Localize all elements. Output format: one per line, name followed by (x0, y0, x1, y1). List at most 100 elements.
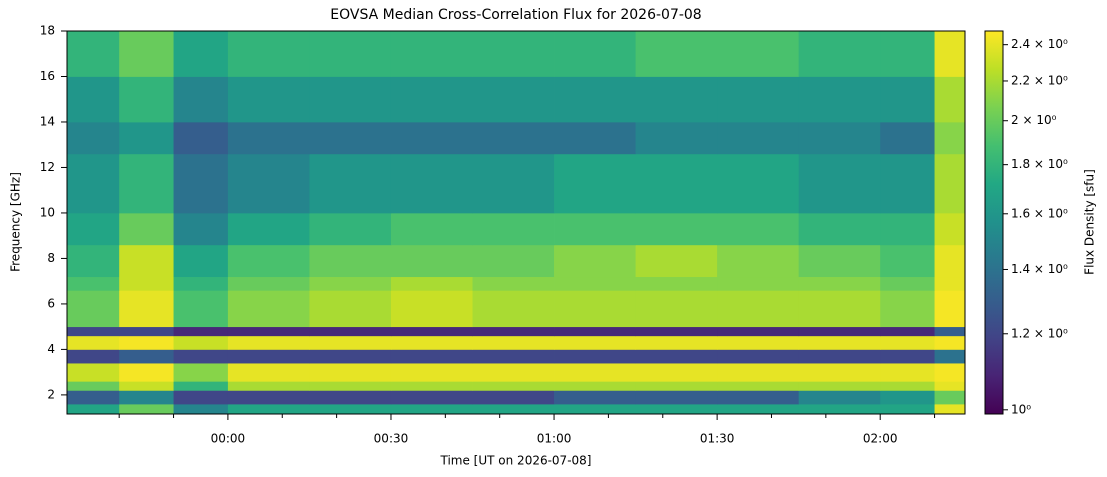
heatmap-cell (309, 390, 392, 405)
heatmap-cell (119, 363, 174, 382)
heatmap-cell (173, 212, 229, 246)
heatmap-cell (390, 212, 473, 246)
heatmap-cell (934, 390, 966, 405)
heatmap-cell (798, 121, 881, 155)
heatmap-cell (227, 76, 310, 123)
heatmap-cell (309, 121, 392, 155)
heatmap-cell (390, 335, 473, 350)
heatmap-cell (309, 31, 392, 77)
heatmap-cell (472, 349, 555, 364)
heatmap-cell (798, 335, 881, 350)
heatmap-cell (554, 326, 636, 337)
colorbar-tick-label: 1.8 × 10⁰ (1011, 157, 1068, 171)
heatmap-cell (554, 212, 636, 246)
heatmap-cell (119, 390, 174, 405)
heatmap-cell (173, 390, 229, 405)
heatmap-cell (390, 363, 473, 382)
heatmap-cell (798, 244, 881, 278)
heatmap-cell (798, 212, 881, 246)
heatmap-cell (717, 403, 800, 415)
heatmap-cell (67, 363, 120, 382)
heatmap-cell (67, 290, 120, 328)
chart-title: EOVSA Median Cross-Correlation Flux for … (330, 7, 701, 23)
heatmap-cell (635, 31, 718, 77)
heatmap-cell (934, 290, 966, 328)
heatmap-cell (173, 326, 229, 337)
heatmap-cell (472, 212, 555, 246)
heatmap-cell (880, 349, 935, 364)
heatmap-cell (227, 212, 310, 246)
heatmap-cell (934, 349, 966, 364)
heatmap-cell (934, 381, 966, 391)
heatmap-cell (717, 326, 800, 337)
heatmap-cell (227, 363, 310, 382)
heatmap-cell (934, 276, 966, 291)
heatmap-cell (717, 76, 800, 123)
heatmap-cell (934, 363, 966, 382)
y-axis-label: Frequency [GHz] (9, 172, 23, 272)
heatmap-cell (717, 363, 800, 382)
heatmap-cell (227, 381, 310, 391)
heatmap-cell (798, 381, 881, 391)
heatmap-cell (717, 121, 800, 155)
heatmap-cell (173, 153, 229, 214)
colorbar (984, 30, 1004, 415)
heatmap-cell (67, 349, 120, 364)
heatmap-cell (635, 290, 718, 328)
heatmap-cell (635, 212, 718, 246)
heatmap-cell (880, 76, 935, 123)
colorbar-tick-label: 2 × 10⁰ (1011, 113, 1057, 127)
heatmap-cell (472, 326, 555, 337)
heatmap-cell (173, 381, 229, 391)
y-tick-label: 6 (47, 296, 55, 310)
colorbar-tick-label: 10⁰ (1011, 402, 1031, 416)
heatmap-cell (472, 121, 555, 155)
heatmap-cell (934, 335, 966, 350)
heatmap-cell (173, 31, 229, 77)
heatmap-cell (880, 121, 935, 155)
heatmap-cell (67, 276, 120, 291)
heatmap-cell (390, 153, 473, 214)
heatmap-cell (635, 390, 718, 405)
heatmap-cell (635, 244, 718, 278)
heatmap-cell (119, 335, 174, 350)
heatmap-cell (67, 76, 120, 123)
heatmap-cell (554, 31, 636, 77)
heatmap-cell (554, 363, 636, 382)
heatmap-cell (309, 335, 392, 350)
heatmap-cell (390, 244, 473, 278)
colorbar-tick-label: 1.6 × 10⁰ (1011, 206, 1068, 220)
colorbar-label: Flux Density [sfu] (1083, 169, 1097, 275)
heatmap-cell (635, 326, 718, 337)
heatmap-cell (554, 290, 636, 328)
heatmap-cell (635, 403, 718, 415)
y-tick-label: 14 (40, 114, 55, 128)
heatmap-cell (227, 276, 310, 291)
heatmap-cell (390, 31, 473, 77)
heatmap-cell (472, 403, 555, 415)
heatmap-cell (119, 244, 174, 278)
heatmap-cell (880, 212, 935, 246)
heatmap-cell (880, 244, 935, 278)
colorbar-tick-label: 2.4 × 10⁰ (1011, 37, 1068, 51)
heatmap-cell (934, 326, 966, 337)
heatmap-cell (119, 31, 174, 77)
heatmap-cell (227, 121, 310, 155)
heatmap-cell (798, 349, 881, 364)
heatmap-cell (119, 349, 174, 364)
heatmap-cell (390, 390, 473, 405)
heatmap-cell (635, 76, 718, 123)
heatmap-cell (119, 276, 174, 291)
heatmap-cell (119, 403, 174, 415)
heatmap-cell (717, 244, 800, 278)
heatmap-cell (119, 326, 174, 337)
heatmap-cell (309, 153, 392, 214)
heatmap-cell (173, 121, 229, 155)
heatmap-cell (717, 31, 800, 77)
y-tick-label: 2 (47, 387, 55, 401)
heatmap-cell (309, 290, 392, 328)
heatmap-cell (173, 290, 229, 328)
y-tick-label: 8 (47, 251, 55, 265)
heatmap-cell (717, 390, 800, 405)
heatmap-cell (390, 276, 473, 291)
